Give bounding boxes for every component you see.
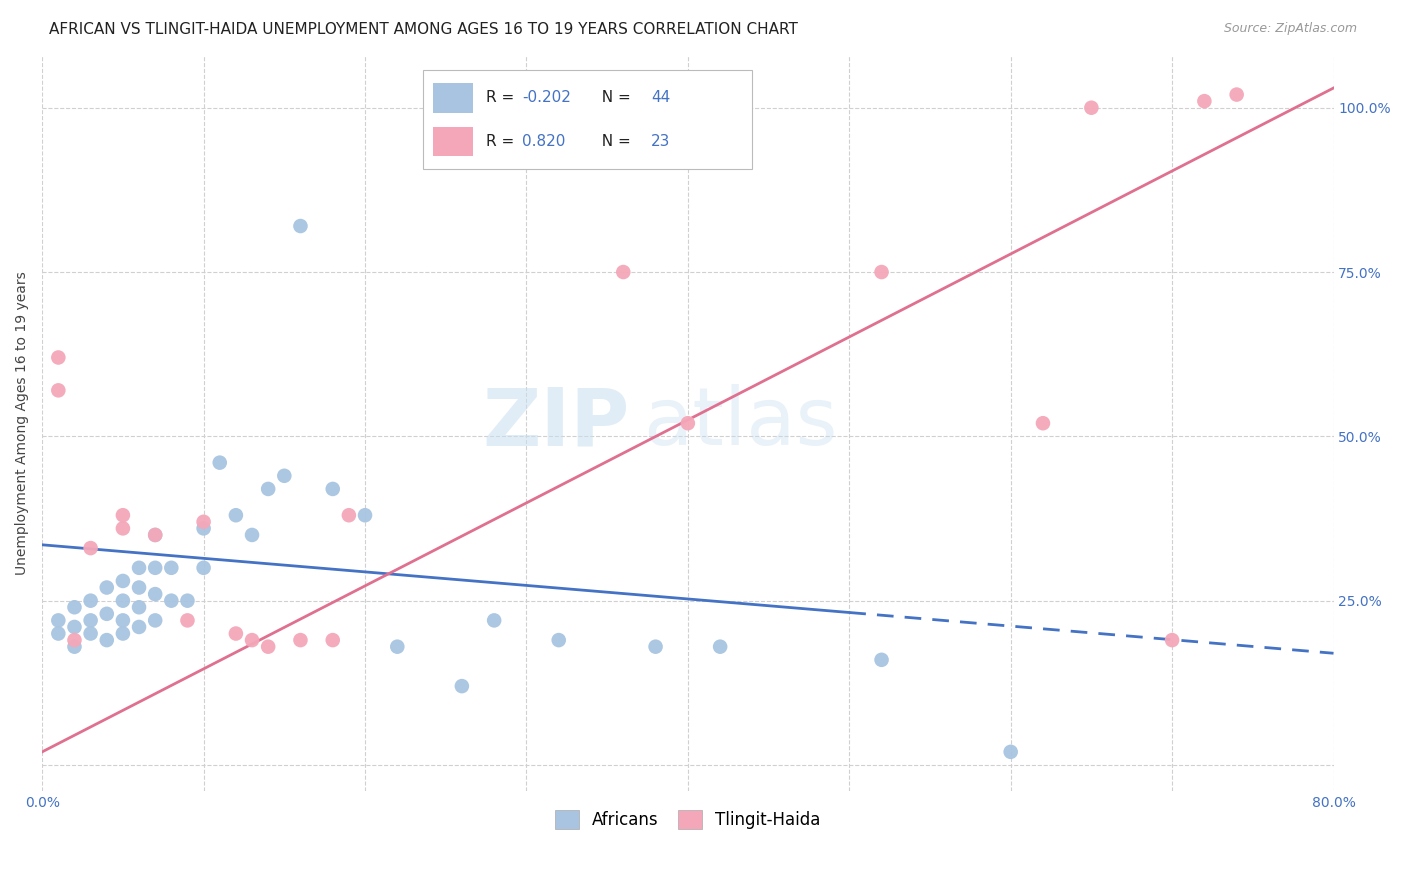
Text: 23: 23: [651, 134, 671, 149]
Text: N =: N =: [592, 90, 636, 105]
Text: 44: 44: [651, 90, 671, 105]
Point: [1032, 416, 1054, 430]
Point: [128, 620, 150, 634]
Point: [547, 633, 569, 648]
Text: 0.820: 0.820: [522, 134, 565, 149]
Point: [1080, 101, 1102, 115]
Point: [46, 626, 69, 640]
Point: [63, 600, 86, 615]
Point: [322, 482, 344, 496]
Point: [111, 614, 134, 628]
Text: -0.202: -0.202: [522, 90, 571, 105]
Point: [482, 614, 505, 628]
Point: [193, 561, 215, 575]
Point: [79, 614, 101, 628]
Point: [1194, 94, 1216, 108]
Point: [354, 508, 377, 523]
Point: [1000, 745, 1022, 759]
Point: [79, 593, 101, 607]
Point: [709, 640, 731, 654]
Point: [96, 633, 118, 648]
Point: [193, 515, 215, 529]
FancyBboxPatch shape: [433, 83, 472, 112]
Point: [612, 265, 634, 279]
Point: [96, 581, 118, 595]
Point: [322, 633, 344, 648]
Point: [63, 633, 86, 648]
Text: R =: R =: [485, 134, 519, 149]
Text: N =: N =: [592, 134, 636, 149]
Point: [63, 640, 86, 654]
Point: [160, 593, 183, 607]
Point: [143, 528, 166, 542]
Point: [143, 528, 166, 542]
Point: [337, 508, 360, 523]
Point: [176, 614, 198, 628]
Point: [1161, 633, 1184, 648]
Point: [290, 219, 312, 233]
Point: [257, 482, 280, 496]
Text: atlas: atlas: [643, 384, 837, 462]
Point: [143, 561, 166, 575]
Point: [208, 456, 231, 470]
Point: [143, 587, 166, 601]
Point: [46, 614, 69, 628]
Point: [160, 561, 183, 575]
Y-axis label: Unemployment Among Ages 16 to 19 years: Unemployment Among Ages 16 to 19 years: [15, 271, 30, 575]
Text: Source: ZipAtlas.com: Source: ZipAtlas.com: [1223, 22, 1357, 36]
Point: [143, 614, 166, 628]
Point: [1226, 87, 1249, 102]
Point: [225, 626, 247, 640]
Point: [240, 528, 263, 542]
Point: [128, 600, 150, 615]
Text: ZIP: ZIP: [482, 384, 630, 462]
Point: [240, 633, 263, 648]
Point: [79, 541, 101, 555]
Text: AFRICAN VS TLINGIT-HAIDA UNEMPLOYMENT AMONG AGES 16 TO 19 YEARS CORRELATION CHAR: AFRICAN VS TLINGIT-HAIDA UNEMPLOYMENT AM…: [49, 22, 799, 37]
Point: [96, 607, 118, 621]
Point: [676, 416, 699, 430]
Point: [111, 521, 134, 535]
Point: [193, 521, 215, 535]
Point: [387, 640, 409, 654]
Point: [451, 679, 474, 693]
Point: [111, 593, 134, 607]
Point: [870, 653, 893, 667]
Point: [273, 468, 295, 483]
Point: [290, 633, 312, 648]
Point: [225, 508, 247, 523]
Point: [176, 593, 198, 607]
FancyBboxPatch shape: [433, 127, 472, 156]
Point: [46, 351, 69, 365]
Text: R =: R =: [485, 90, 519, 105]
Point: [111, 508, 134, 523]
Point: [111, 626, 134, 640]
Point: [870, 265, 893, 279]
FancyBboxPatch shape: [423, 70, 752, 169]
Point: [79, 626, 101, 640]
Point: [257, 640, 280, 654]
Point: [128, 581, 150, 595]
Point: [644, 640, 666, 654]
Point: [46, 384, 69, 398]
Point: [111, 574, 134, 588]
Legend: Africans, Tlingit-Haida: Africans, Tlingit-Haida: [548, 804, 827, 836]
Point: [128, 561, 150, 575]
Point: [63, 620, 86, 634]
